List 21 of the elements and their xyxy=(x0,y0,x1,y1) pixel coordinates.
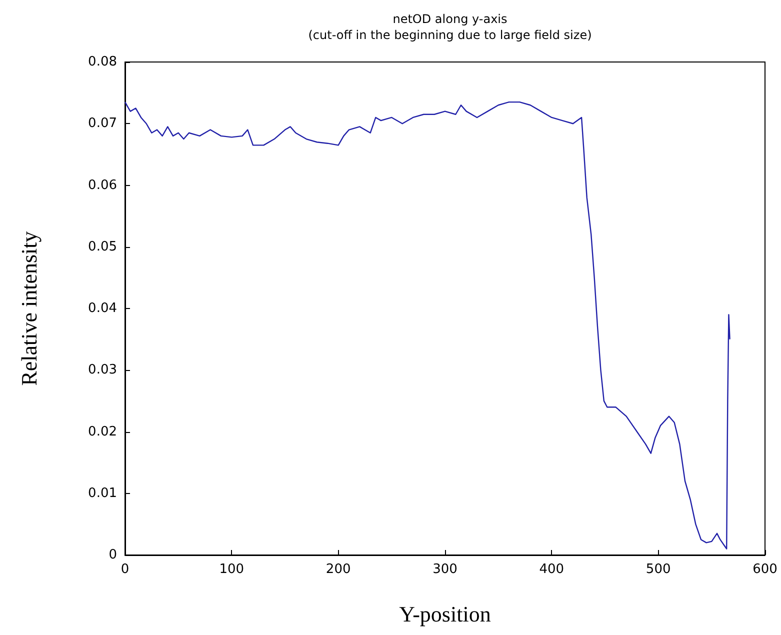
y-tick-label: 0.08 xyxy=(88,54,117,70)
chart-subtitle: (cut-off in the beginning due to large field size) xyxy=(308,28,592,42)
y-tick-label: 0.05 xyxy=(88,239,117,254)
y-tick-label: 0.02 xyxy=(88,424,117,440)
line-series xyxy=(124,101,730,550)
x-tick-label: 200 xyxy=(326,562,351,577)
y-tick-label: 0.04 xyxy=(88,301,117,316)
y-tick-label: 0.07 xyxy=(88,116,117,132)
y-tick-label: 0.06 xyxy=(88,178,117,193)
x-tick-label: 100 xyxy=(219,562,244,577)
x-tick-label: 0 xyxy=(120,562,130,577)
x-axis-title: Y-position xyxy=(399,602,491,626)
x-tick-label: 600 xyxy=(752,562,778,577)
y-tick-label: 0 xyxy=(108,548,117,562)
x-tick-label: 400 xyxy=(539,562,564,577)
y-tick-label: 0.03 xyxy=(88,362,117,378)
x-tick-label: 300 xyxy=(432,562,458,577)
y-tick-label: 0.01 xyxy=(88,486,117,501)
chart-title: netOD along y-axis xyxy=(392,12,508,26)
x-tick-label: 500 xyxy=(646,562,671,577)
y-axis-title: Relative intensity xyxy=(16,231,42,386)
